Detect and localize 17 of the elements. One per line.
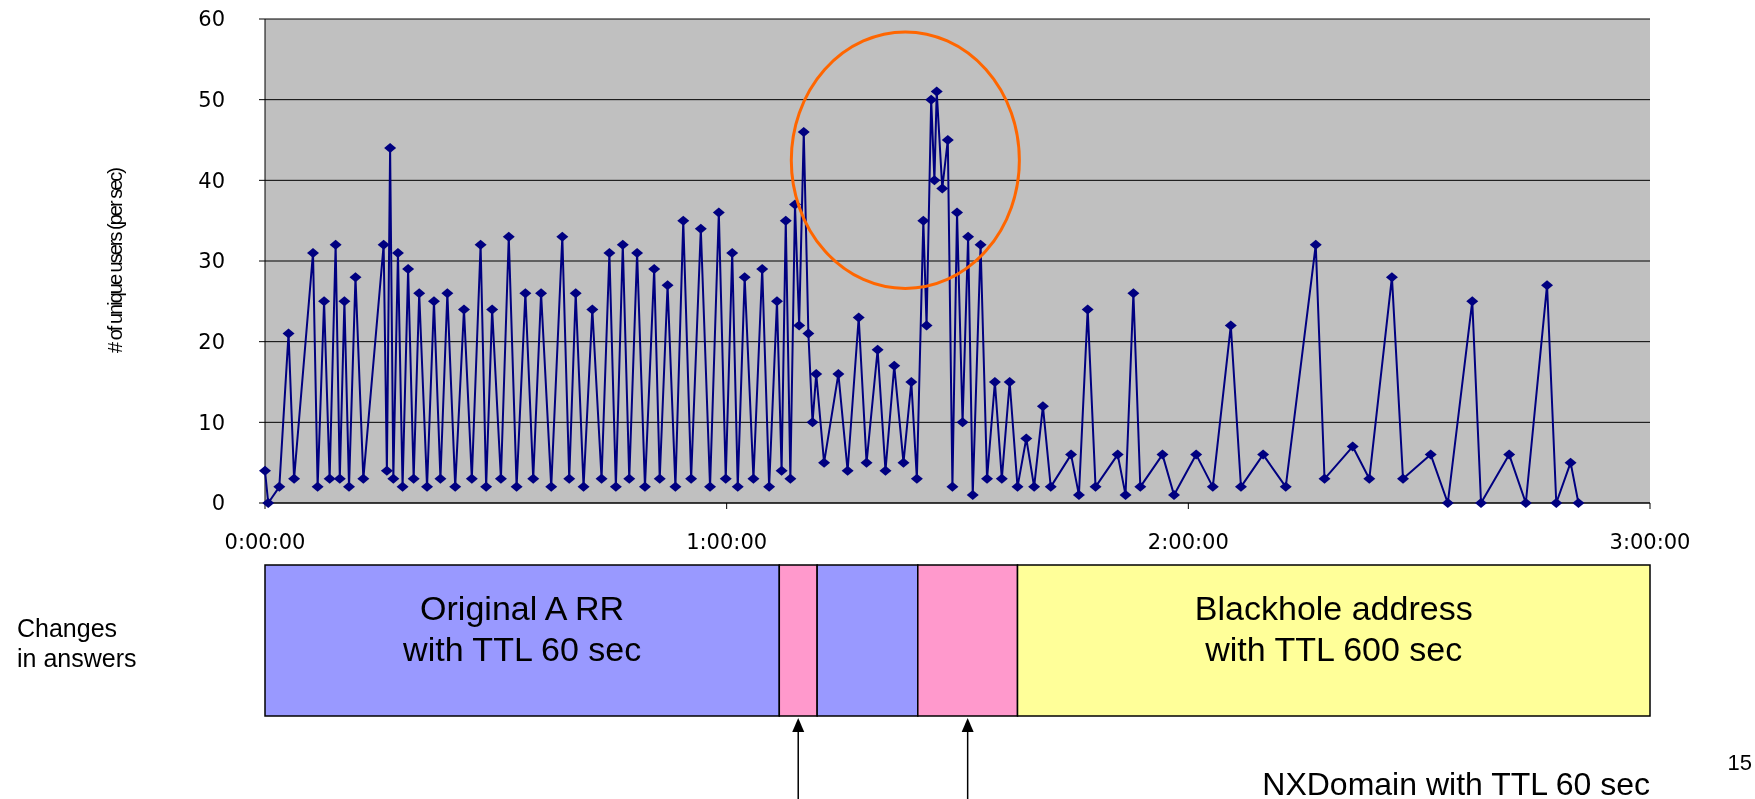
text: Original A RR with TTL 60 sec	[402, 589, 642, 668]
y-tick-label: 0	[211, 491, 225, 516]
text: NXDomain with TTL 60 sec	[1262, 766, 1650, 799]
y-tick-label: 50	[198, 88, 225, 113]
y-tick-label: 40	[198, 168, 225, 193]
x-tick-label: 2:00:00	[1147, 530, 1229, 554]
x-tick-label: 1:00:00	[686, 530, 768, 554]
text: Changes in answers	[17, 614, 137, 672]
text: 15	[1727, 750, 1752, 775]
y-tick-label: 20	[198, 330, 225, 355]
x-tick-label: 3:00:00	[1609, 530, 1691, 554]
y-tick-label: 10	[198, 410, 225, 435]
y-tick-label: 30	[198, 249, 225, 274]
text: Blackhole address with TTL 600 sec	[1194, 589, 1473, 668]
y-axis-title: # of unique users (per sec)	[104, 167, 126, 353]
x-tick-label: 0:00:00	[224, 530, 306, 554]
y-tick-label: 60	[198, 7, 225, 32]
